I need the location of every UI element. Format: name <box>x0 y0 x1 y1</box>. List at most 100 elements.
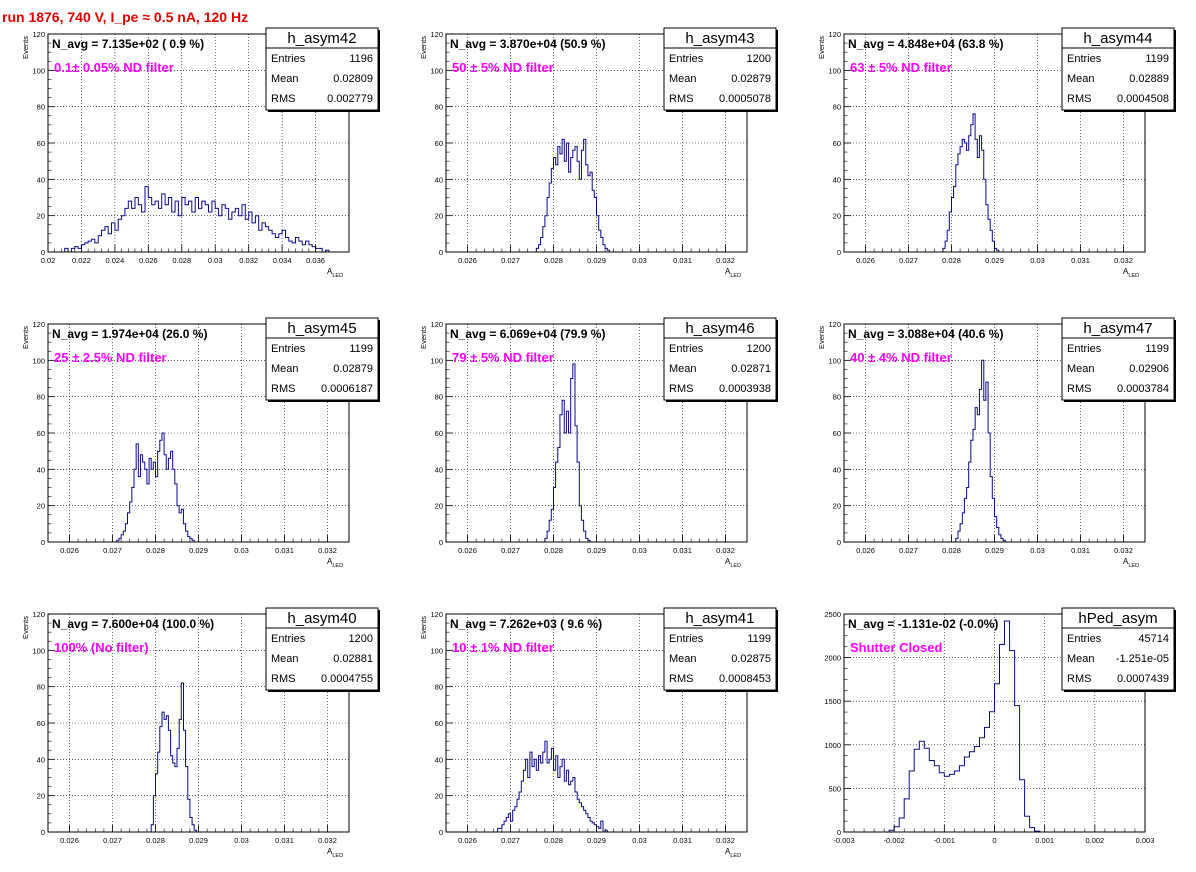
x-tick-label: 0.028 <box>146 546 165 555</box>
stats-value-mean: 0.02875 <box>731 653 771 665</box>
filter-label: 40 ± 4% ND filter <box>850 350 952 365</box>
navg-text: N_avg = -1.131e-02 (-0.0%) <box>848 617 998 631</box>
y-tick-label: 120 <box>32 30 45 39</box>
filter-label: 0.1± 0.05% ND filter <box>54 60 174 75</box>
stats-value-rms: 0.0004755 <box>321 673 373 685</box>
x-tick-label: 0.032 <box>1114 256 1133 265</box>
y-axis-label: Events <box>419 616 428 639</box>
x-tick-label: 0.002 <box>1085 836 1104 845</box>
stats-label-entries: Entries <box>1067 343 1102 355</box>
histogram-svg: -0.003 -0.002 -0.001 0 0.001 0.002 0.003 0 500 10… <box>824 607 1176 845</box>
y-tick-label: 20 <box>435 502 443 511</box>
navg-text: N_avg = 6.069e+04 (79.9 %) <box>450 327 605 341</box>
x-tick-label: 0.03 <box>1030 546 1045 555</box>
x-axis-label: ALED <box>725 847 741 859</box>
stats-value-entries: 1200 <box>747 343 771 355</box>
x-axis-label: ALED <box>327 267 343 279</box>
y-tick-label: 40 <box>435 755 443 764</box>
histogram-pad-h_asym42: 0.02 0.022 0.024 0.026 0.028 0.03 0.032 0.034 0.… <box>0 0 398 290</box>
histogram-pad-h_asym45: 0.026 0.027 0.028 0.029 0.03 0.031 0.032 0 20 40 6… <box>0 290 398 580</box>
histogram-series-h_asym45 <box>116 432 195 542</box>
x-tick-label: 0.031 <box>1071 546 1090 555</box>
y-tick-label: 60 <box>37 719 45 728</box>
stats-label-mean: Mean <box>271 363 299 375</box>
histogram-svg: 0.026 0.027 0.028 0.029 0.03 0.031 0.032 0 20 40 6… <box>419 317 778 569</box>
y-tick-label: 120 <box>430 320 443 329</box>
histogram-name: h_asym45 <box>287 320 356 337</box>
stats-value-entries: 1199 <box>349 343 373 355</box>
histogram-pad-h_asym40: 0.026 0.027 0.028 0.029 0.03 0.031 0.032 0 20 40 6… <box>0 580 398 870</box>
histogram-name: h_asym46 <box>685 320 754 337</box>
y-tick-label: 20 <box>833 212 841 221</box>
y-tick-label: 100 <box>32 646 45 655</box>
y-tick-label: 60 <box>435 429 443 438</box>
navg-text: N_avg = 3.870e+04 (50.9 %) <box>450 37 605 51</box>
x-tick-label: 0.028 <box>544 836 563 845</box>
x-tick-label: 0.027 <box>501 836 520 845</box>
navg-text: N_avg = 7.600e+04 (100.0 %) <box>52 617 214 631</box>
x-tick-label: 0.028 <box>146 836 165 845</box>
x-tick-label: 0.026 <box>458 256 477 265</box>
y-tick-label: 80 <box>37 103 45 112</box>
stats-value-entries: 1200 <box>349 633 373 645</box>
filter-label: 79 ± 5% ND filter <box>452 350 554 365</box>
histogram-pad-h_asym43: 0.026 0.027 0.028 0.029 0.03 0.031 0.032 0 20 40 6… <box>398 0 796 290</box>
x-tick-label: 0 <box>992 836 996 845</box>
stats-box <box>1061 27 1175 111</box>
x-tick-label: 0.03 <box>234 546 249 555</box>
stats-value-entries: 1199 <box>1145 343 1169 355</box>
y-tick-label: 80 <box>435 683 443 692</box>
filter-label: 25 ± 2.5% ND filter <box>54 350 167 365</box>
y-tick-label: 0 <box>837 538 841 547</box>
histogram-series-h_asym47 <box>955 359 1006 543</box>
x-tick-label: -0.001 <box>934 836 955 845</box>
y-tick-label: 0 <box>41 248 45 257</box>
stats-value-rms: 0.0008453 <box>719 673 771 685</box>
x-axis-label: ALED <box>725 267 741 279</box>
y-tick-label: 0 <box>837 828 841 837</box>
filter-label: 100% (No filter) <box>54 640 149 655</box>
stats-box <box>265 27 379 111</box>
y-tick-label: 20 <box>37 502 45 511</box>
stats-label-entries: Entries <box>669 343 704 355</box>
x-tick-label: 0.028 <box>544 256 563 265</box>
x-tick-label: 0.026 <box>60 836 79 845</box>
x-tick-label: 0.029 <box>587 256 606 265</box>
stats-box <box>1061 607 1175 691</box>
x-tick-label: 0.024 <box>105 256 124 265</box>
y-tick-label: 100 <box>430 646 443 655</box>
histogram-name: hPed_asym <box>1078 610 1157 627</box>
x-tick-label: -0.003 <box>833 836 854 845</box>
navg-text: N_avg = 1.974e+04 (26.0 %) <box>52 327 207 341</box>
y-tick-label: 60 <box>833 429 841 438</box>
histogram-pad-h_asym44: 0.026 0.027 0.028 0.029 0.03 0.031 0.032 0 20 40 6… <box>796 0 1194 290</box>
x-axis-label-subscript: LED <box>730 563 741 569</box>
y-tick-label: 40 <box>435 465 443 474</box>
stats-value-entries: 1199 <box>747 633 771 645</box>
stats-value-rms: 0.0003784 <box>1117 383 1169 395</box>
histogram-series-h_asym41 <box>497 740 608 833</box>
x-tick-label: 0.031 <box>673 836 692 845</box>
x-axis-label: ALED <box>725 557 741 569</box>
filter-label: 63 ± 5% ND filter <box>850 60 952 75</box>
x-tick-label: 0.028 <box>942 546 961 555</box>
x-tick-label: 0.026 <box>60 546 79 555</box>
histogram-name: h_asym47 <box>1083 320 1152 337</box>
x-tick-label: 0.031 <box>673 546 692 555</box>
stats-label-rms: RMS <box>271 673 295 685</box>
x-axis-label: ALED <box>1123 267 1139 279</box>
x-tick-label: 0.03 <box>632 256 647 265</box>
x-tick-label: 0.032 <box>1114 546 1133 555</box>
y-tick-label: 40 <box>833 465 841 474</box>
stats-value-entries: 1200 <box>747 53 771 65</box>
histogram-svg: 0.02 0.022 0.024 0.026 0.028 0.03 0.032 0.034 0.… <box>21 27 380 279</box>
histogram-pad-h_asym47: 0.026 0.027 0.028 0.029 0.03 0.031 0.032 0 20 40 6… <box>796 290 1194 580</box>
y-tick-label: 100 <box>32 66 45 75</box>
y-tick-label: 500 <box>828 784 841 793</box>
stats-label-rms: RMS <box>271 383 295 395</box>
y-tick-label: 2000 <box>824 654 841 663</box>
y-tick-label: 60 <box>37 139 45 148</box>
x-tick-label: 0.032 <box>716 836 735 845</box>
y-tick-label: 40 <box>833 175 841 184</box>
y-tick-label: 120 <box>430 30 443 39</box>
